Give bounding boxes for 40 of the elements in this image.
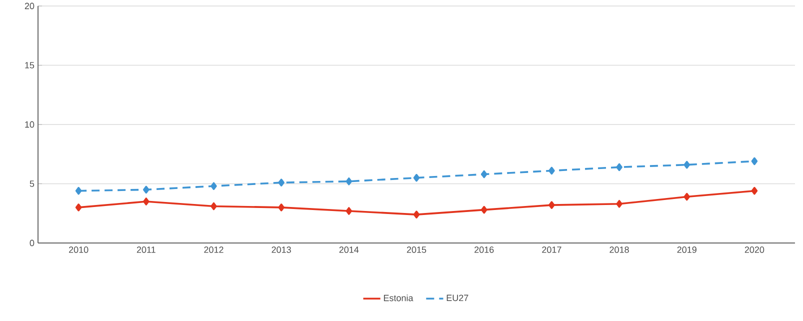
point — [616, 163, 622, 172]
point — [75, 186, 82, 195]
x-tick-label: 2012 — [204, 246, 224, 253]
x-tick-label: 2015 — [406, 246, 426, 253]
x-tick-label: 2018 — [610, 246, 629, 253]
point — [278, 204, 284, 212]
y-tick-label: 5 — [30, 180, 34, 187]
point — [616, 200, 622, 208]
x-tick-label: 2010 — [69, 246, 88, 253]
point — [413, 210, 420, 218]
point — [346, 207, 352, 215]
y-tick-label: 20 — [24, 2, 34, 10]
point — [751, 157, 758, 166]
point — [143, 198, 150, 206]
point — [548, 201, 555, 209]
x-tick-label: 2020 — [744, 246, 764, 253]
x-tick-label: 2017 — [542, 246, 562, 253]
point — [548, 166, 555, 175]
point — [346, 177, 352, 186]
point — [751, 186, 758, 195]
y-tick-label: 15 — [25, 62, 34, 68]
x-tick-label: 2016 — [474, 246, 494, 253]
x-tick-label: 2019 — [677, 246, 696, 253]
legend-label: Estonia — [384, 294, 414, 302]
y-tick-label: 10 — [25, 121, 34, 128]
point — [143, 186, 150, 194]
point — [684, 192, 690, 201]
point — [413, 174, 420, 182]
point — [480, 170, 488, 178]
point — [278, 178, 284, 186]
x-tick-label: 2013 — [272, 246, 291, 253]
legend-label: EU27 — [446, 294, 468, 302]
point — [684, 160, 690, 169]
x-tick-label: 2014 — [339, 246, 359, 253]
x-tick-label: 2011 — [136, 246, 156, 253]
y-tick-label: 0 — [30, 240, 34, 246]
point — [210, 202, 217, 210]
point — [210, 182, 217, 190]
point — [480, 206, 488, 214]
point — [75, 204, 82, 212]
